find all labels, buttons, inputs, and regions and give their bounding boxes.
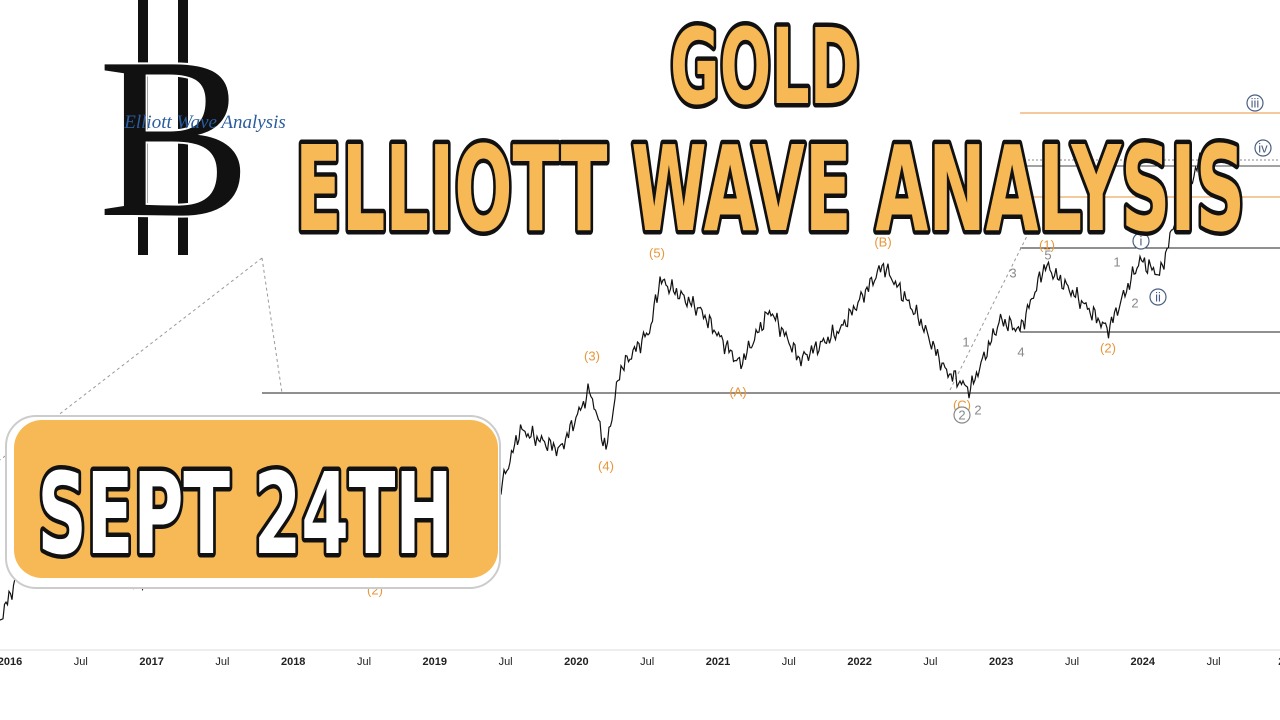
x-tick-label: 2018	[281, 656, 305, 668]
x-tick-label: 2021	[706, 656, 730, 668]
wave-label: 2	[974, 402, 981, 417]
wave-label: 5	[1044, 247, 1051, 262]
x-tick-label: Jul	[640, 656, 654, 668]
trend-line	[261, 257, 283, 394]
x-tick-label: Jul	[74, 656, 88, 668]
wave-circle	[1254, 139, 1272, 157]
logo-bar	[178, 0, 188, 255]
logo-b: B	[98, 10, 251, 265]
wave-circle	[1132, 232, 1150, 250]
wave-label: ii	[1155, 289, 1161, 304]
wave-circle	[1246, 94, 1264, 112]
x-tick-label: 2023	[989, 656, 1013, 668]
wave-label: 4	[1017, 344, 1024, 359]
x-tick-label: 2016	[0, 656, 22, 668]
wave-label: iv	[1258, 140, 1268, 155]
wave-label: 1	[1113, 254, 1120, 269]
x-axis: 2016 Jul 2017 Jul 2018 Jul 2019 Jul 2020 Jul 2021 J…	[0, 656, 1280, 668]
x-tick-label: 2017	[139, 656, 163, 668]
x-tick-label: 2022	[847, 656, 871, 668]
badge-bg	[14, 420, 498, 578]
wave-label: 2	[958, 407, 965, 422]
x-tick-label: Jul	[782, 656, 796, 668]
x-tick-label: Jul	[215, 656, 229, 668]
x-tick-label: Jul	[357, 656, 371, 668]
logo-text: Elliott Wave Analysis	[123, 112, 286, 133]
wave-circle	[1149, 288, 1167, 306]
x-tick-label: Jul	[499, 656, 513, 668]
logo-bar	[138, 0, 148, 255]
wave-label: (4)	[598, 458, 614, 473]
wave-label: i	[1140, 233, 1143, 248]
chart-lines	[0, 112, 1280, 651]
x-tick-label: Jul	[1207, 656, 1221, 668]
wave-label: (1)	[1039, 237, 1055, 252]
wave-label: 2	[1131, 295, 1138, 310]
wave-label: iii	[1251, 95, 1260, 110]
trend-line	[0, 257, 263, 461]
title-line1: GOLD	[670, 6, 860, 128]
x-tick-label: Jul	[1065, 656, 1079, 668]
wave-label: (5)	[649, 245, 665, 260]
logo: B Elliott Wave Analysis	[96, 0, 286, 267]
wave-circle	[953, 406, 971, 424]
x-tick-label: 20	[1278, 656, 1280, 668]
wave-label: 1	[962, 334, 969, 349]
wave-label: (A)	[729, 384, 746, 399]
x-tick-label: 2020	[564, 656, 588, 668]
wave-label: 3	[1009, 265, 1016, 280]
date-badge: SEPT 24TH	[5, 415, 501, 589]
x-tick-label: 2024	[1131, 656, 1156, 668]
wave-label: (3)	[584, 348, 600, 363]
wave-label: (2)	[1100, 340, 1116, 355]
wave-label: (B)	[874, 234, 891, 249]
x-tick-label: Jul	[923, 656, 937, 668]
x-tick-label: 2019	[423, 656, 447, 668]
title-line2: ELLIOTT WAVE ANALYSIS	[295, 120, 1245, 258]
badge-text: SEPT 24TH	[38, 450, 453, 580]
